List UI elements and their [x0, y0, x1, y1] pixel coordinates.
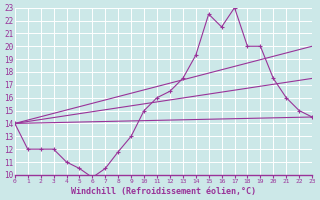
X-axis label: Windchill (Refroidissement éolien,°C): Windchill (Refroidissement éolien,°C) — [71, 187, 256, 196]
